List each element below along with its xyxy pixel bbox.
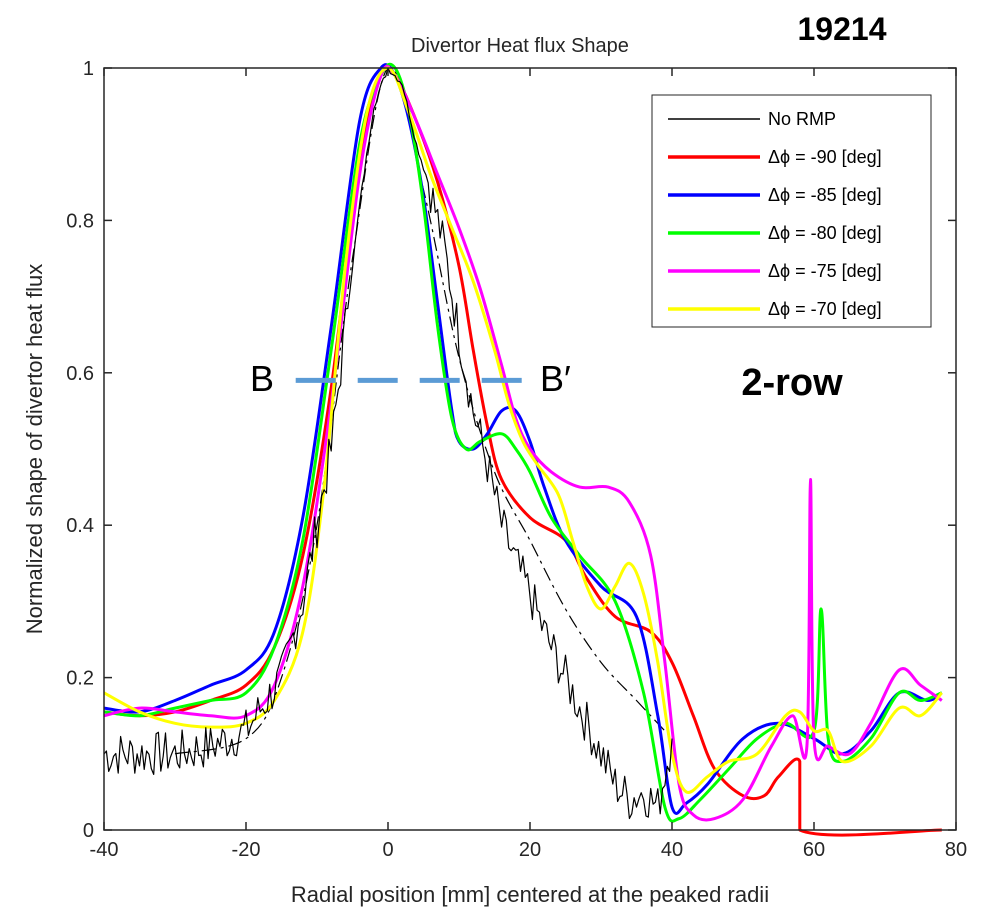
series-line (103, 62, 943, 823)
legend-label: Δϕ = -90 [deg] (768, 147, 882, 167)
legend-label: Δϕ = -70 [deg] (768, 299, 882, 319)
chart-title: Divertor Heat flux Shape (411, 35, 629, 57)
b-b-prime-annotation: B B′ (250, 358, 571, 399)
legend: No RMP Δϕ = -90 [deg] Δϕ = -85 [deg] Δϕ = -… (651, 94, 932, 328)
config-label: 2-row (741, 362, 843, 404)
x-tick-label: 60 (803, 839, 825, 861)
x-tick-label: 20 (519, 839, 541, 861)
y-tick-label: 0.8 (66, 210, 94, 232)
x-axis: -40 -20 0 20 40 60 80 (90, 68, 967, 861)
y-tick-label: 0.4 (66, 515, 94, 537)
b-label: B (250, 358, 274, 399)
series-line (103, 64, 943, 822)
y-axis-title: Normalized shape of divertor heat flux (22, 264, 47, 635)
shot-number-label: 19214 (798, 11, 887, 47)
legend-box (651, 94, 932, 328)
x-tick-label: -40 (90, 839, 119, 861)
x-axis-title: Radial position [mm] centered at the pea… (291, 882, 769, 907)
legend-label: Δϕ = -85 [deg] (768, 185, 882, 205)
x-tick-label: 80 (945, 839, 967, 861)
y-axis: 0 0.2 0.4 0.6 0.8 1 (66, 58, 956, 842)
legend-label: Δϕ = -80 [deg] (768, 223, 882, 243)
y-tick-label: 1 (83, 58, 94, 80)
b-prime-label: B′ (540, 358, 571, 399)
legend-label: Δϕ = -75 [deg] (768, 261, 882, 281)
x-tick-label: 40 (661, 839, 683, 861)
plot-area (103, 62, 943, 837)
series-line (103, 63, 943, 815)
y-tick-label: 0.2 (66, 668, 94, 690)
y-tick-label: 0.6 (66, 363, 94, 385)
legend-label: No RMP (768, 109, 836, 129)
x-tick-label: 0 (382, 839, 393, 861)
x-tick-label: -20 (232, 839, 261, 861)
y-tick-label: 0 (83, 820, 94, 842)
